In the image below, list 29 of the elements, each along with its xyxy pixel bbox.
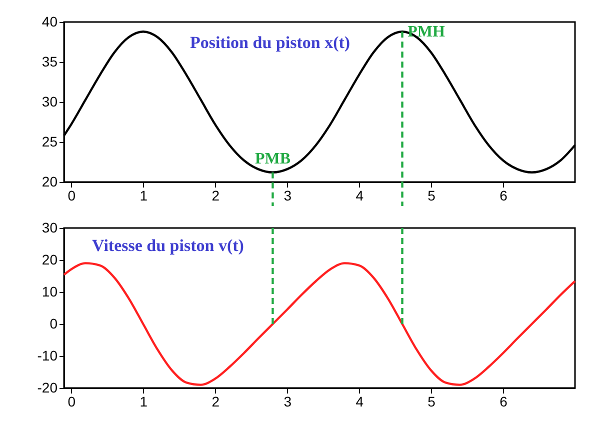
ref-line-label: PMB bbox=[254, 150, 291, 168]
x-tick-label: 0 bbox=[68, 188, 76, 204]
chart-title: Vitesse du piston v(t) bbox=[92, 236, 244, 255]
y-tick-label: 20 bbox=[42, 252, 58, 268]
y-tick-label: 20 bbox=[42, 174, 58, 190]
y-tick-label: -20 bbox=[37, 380, 58, 396]
y-tick-label: 30 bbox=[42, 220, 58, 236]
x-tick-label: 3 bbox=[284, 188, 292, 204]
y-tick-label: 25 bbox=[42, 134, 58, 150]
y-tick-label: -10 bbox=[37, 348, 58, 364]
x-tick-label: 5 bbox=[428, 394, 436, 410]
y-tick-label: 30 bbox=[42, 94, 58, 110]
y-tick-label: 0 bbox=[50, 316, 58, 332]
x-tick-label: 3 bbox=[284, 394, 292, 410]
x-tick-label: 2 bbox=[212, 188, 220, 204]
x-tick-label: 4 bbox=[356, 188, 364, 204]
x-tick-label: 1 bbox=[140, 394, 148, 410]
x-tick-label: 0 bbox=[68, 394, 76, 410]
x-tick-label: 6 bbox=[500, 394, 508, 410]
text: Position du piston x(t) bbox=[190, 33, 350, 52]
x-tick-label: 1 bbox=[140, 188, 148, 204]
y-tick-label: 40 bbox=[42, 14, 58, 30]
ref-line-label: PMH bbox=[408, 24, 446, 41]
x-tick-label: 4 bbox=[356, 394, 364, 410]
y-tick-label: 35 bbox=[42, 54, 58, 70]
x-tick-label: 5 bbox=[428, 188, 436, 204]
x-tick-label: 6 bbox=[500, 188, 508, 204]
x-tick-label: 2 bbox=[212, 394, 220, 410]
y-tick-label: 10 bbox=[42, 284, 58, 300]
